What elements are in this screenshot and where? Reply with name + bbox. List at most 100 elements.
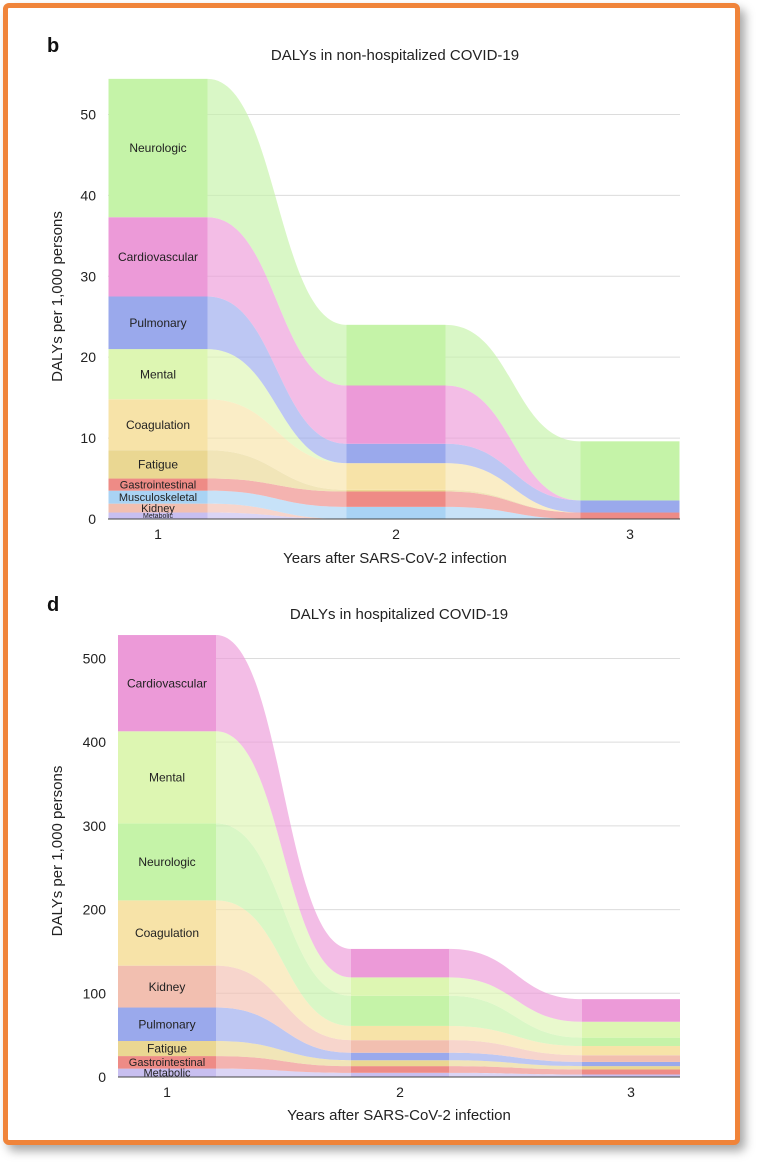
y-tick-label: 10 — [80, 430, 96, 446]
label-cardiovascular: Cardiovascular — [127, 676, 207, 690]
block-coagulation-year-2 — [351, 1025, 449, 1041]
label-metabolic: Metabolic — [143, 1068, 191, 1080]
label-coagulation: Coagulation — [135, 926, 199, 940]
flow-gastrointestinal-1-2 — [207, 478, 347, 507]
flow-pulmonary-1-2 — [216, 1007, 351, 1061]
block-fatigue-year-2 — [346, 489, 446, 492]
panel-letter: b — [47, 35, 59, 57]
block-kidney-year-1 — [108, 503, 208, 513]
block-gastrointestinal-year-2 — [346, 491, 446, 507]
flow-metabolic-1-2 — [216, 1068, 351, 1077]
y-tick-label: 0 — [88, 511, 96, 527]
block-layer — [108, 78, 680, 519]
y-tick-label: 50 — [80, 106, 96, 122]
block-metabolic-year-1 — [108, 512, 208, 519]
flow-cardiovascular-2-3 — [445, 385, 581, 501]
flow-fatigue-2-3 — [449, 1060, 582, 1070]
block-pulmonary-year-3 — [580, 500, 680, 513]
flow-layer — [207, 78, 581, 519]
y-tick-label: 400 — [83, 734, 107, 750]
flow-coagulation-1-2 — [207, 399, 347, 490]
y-tick-label: 200 — [83, 902, 107, 918]
block-fatigue-year-3 — [582, 1066, 680, 1070]
label-fatigue: Fatigue — [138, 458, 178, 472]
block-mental-year-2 — [351, 977, 449, 996]
flow-pulmonary-1-2 — [207, 296, 347, 464]
y-tick-label: 100 — [83, 985, 107, 1001]
label-neurologic: Neurologic — [138, 855, 195, 869]
flow-gastrointestinal-2-3 — [445, 491, 581, 519]
block-metabolic-year-1 — [118, 1068, 216, 1077]
x-tick-label: 1 — [163, 1084, 171, 1100]
block-mental-year-1 — [118, 731, 216, 824]
block-neurologic-year-2 — [351, 995, 449, 1026]
block-coagulation-year-1 — [118, 900, 216, 966]
flow-metabolic-1-2 — [207, 512, 347, 519]
flow-coagulation-2-3 — [449, 1025, 582, 1056]
flow-layer — [216, 635, 582, 1077]
block-mental-year-1 — [108, 349, 208, 400]
block-cardiovascular-year-1 — [108, 217, 208, 297]
label-pulmonary: Pulmonary — [129, 316, 186, 330]
flow-mental-1-2 — [207, 349, 347, 464]
block-pulmonary-year-2 — [346, 443, 446, 464]
label-neurologic: Neurologic — [129, 141, 186, 155]
flow-metabolic-2-3 — [449, 1072, 582, 1077]
block-musculoskeletal-year-2 — [346, 506, 446, 519]
chart-title: DALYs in hospitalized COVID-19 — [290, 606, 508, 623]
label-fatigue: Fatigue — [147, 1042, 187, 1056]
block-fatigue-year-1 — [108, 450, 208, 479]
block-gastrointestinal-year-3 — [580, 512, 680, 519]
flow-fatigue-1-2 — [207, 450, 347, 492]
flow-mental-1-2 — [216, 731, 351, 996]
block-gastrointestinal-year-2 — [351, 1066, 449, 1073]
y-tick-label: 0 — [98, 1069, 106, 1085]
block-cardiovascular-year-2 — [346, 385, 446, 444]
label-metabolic: Metabolic — [143, 513, 173, 520]
block-neurologic-year-2 — [346, 324, 446, 386]
block-kidney-year-2 — [351, 1040, 449, 1053]
x-axis-label: Years after SARS-CoV-2 infection — [287, 1107, 511, 1124]
chart-panel-d: d DALYs in hospitalized COVID-19 0 100 200 30… — [47, 594, 680, 1124]
label-musculoskeletal: Musculoskeletal — [119, 492, 197, 504]
flow-musculoskeletal-1-2 — [207, 490, 347, 519]
flow-gastrointestinal-1-2 — [216, 1056, 351, 1073]
label-coagulation: Coagulation — [126, 418, 190, 432]
label-mental: Mental — [149, 771, 185, 785]
flow-cardiovascular-1-2 — [207, 217, 347, 444]
block-neurologic-year-3 — [580, 441, 680, 501]
block-kidney-year-3 — [582, 1055, 680, 1062]
flow-neurologic-1-2 — [207, 78, 347, 386]
flow-pulmonary-2-3 — [445, 443, 581, 513]
y-tick-label: 20 — [80, 349, 96, 365]
block-layer — [118, 635, 680, 1077]
block-gastrointestinal-year-3 — [582, 1069, 680, 1075]
block-musculoskeletal-year-1 — [108, 490, 208, 504]
flow-cardiovascular-1-2 — [216, 635, 351, 978]
block-pulmonary-year-1 — [118, 1007, 216, 1042]
block-metabolic-year-3 — [582, 1074, 680, 1077]
flow-neurologic-2-3 — [445, 324, 581, 501]
flow-kidney-2-3 — [449, 1040, 582, 1062]
block-gastrointestinal-year-1 — [118, 1056, 216, 1069]
y-tick-label: 40 — [80, 187, 96, 203]
label-gastrointestinal: Gastrointestinal — [120, 479, 196, 491]
block-metabolic-year-2 — [351, 1072, 449, 1077]
y-tick-label: 500 — [83, 650, 107, 666]
x-tick-label: 2 — [392, 526, 400, 542]
block-mental-year-3 — [582, 1021, 680, 1038]
block-kidney-year-1 — [118, 965, 216, 1008]
label-pulmonary: Pulmonary — [138, 1017, 195, 1031]
flow-cardiovascular-2-3 — [449, 948, 582, 1022]
flow-gastrointestinal-2-3 — [449, 1066, 582, 1075]
label-kidney: Kidney — [141, 503, 175, 515]
x-axis-label: Years after SARS-CoV-2 infection — [283, 550, 507, 567]
y-tick-label: 300 — [83, 818, 107, 834]
block-neurologic-year-1 — [118, 823, 216, 901]
block-cardiovascular-year-3 — [582, 999, 680, 1022]
flow-pulmonary-2-3 — [449, 1052, 582, 1067]
block-fatigue-year-2 — [351, 1060, 449, 1067]
chart-panel-b: b DALYs in non-hospitalized COVID-19 0 10 20… — [47, 35, 680, 567]
